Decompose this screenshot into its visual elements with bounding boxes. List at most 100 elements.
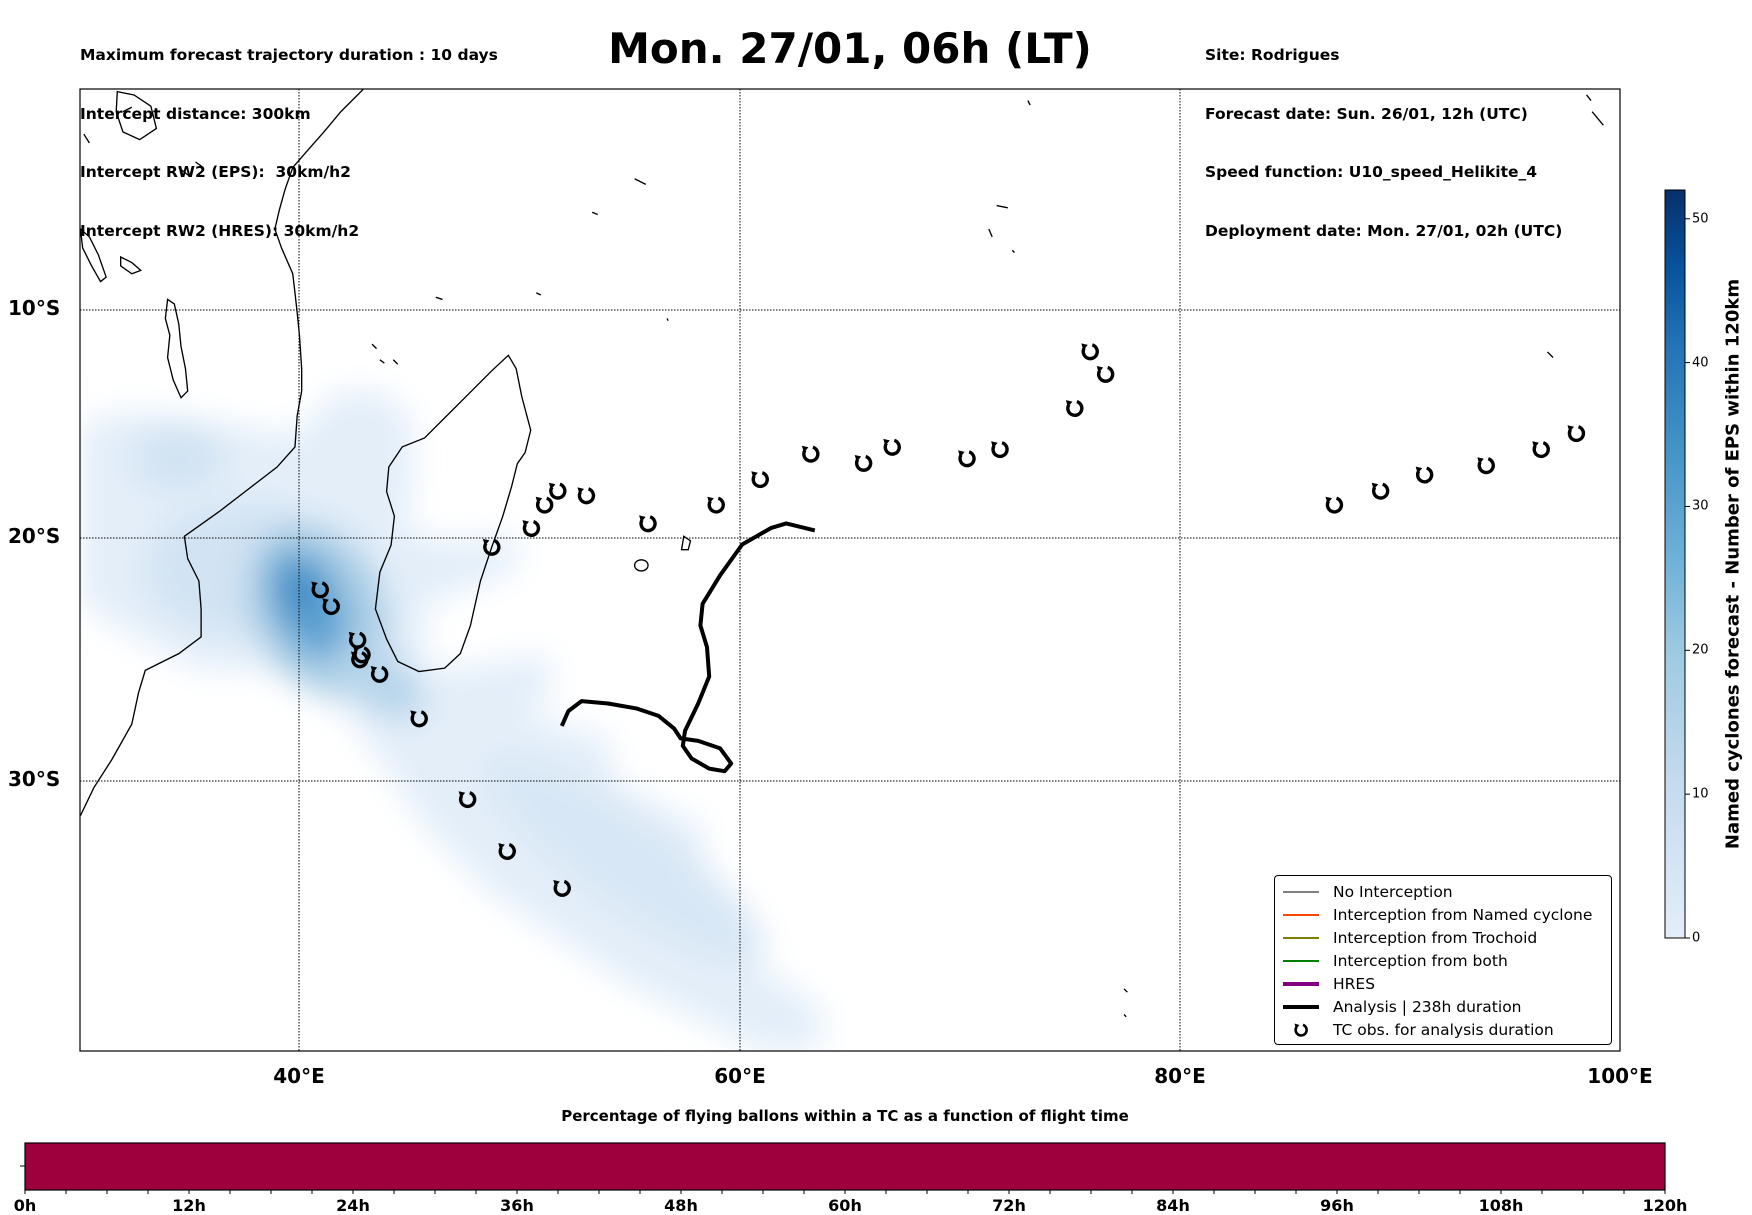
header-left: Maximum forecast trajectory duration : 1… — [80, 7, 498, 261]
legend-line-olive — [1283, 937, 1319, 939]
tc-obs-marker — [801, 445, 820, 463]
tc-obs-marker — [707, 496, 725, 514]
bar-tick-label: 84h — [1156, 1196, 1190, 1215]
tc-obs-marker — [458, 791, 477, 809]
legend-label: Interception from Named cyclone — [1333, 906, 1593, 924]
lat-tick-label: 20°S — [8, 524, 61, 548]
cyclone-symbol-icon — [1283, 1022, 1319, 1038]
tc-obs-marker — [1567, 425, 1586, 443]
lake-victoria — [115, 90, 158, 141]
bar-tick-label: 12h — [172, 1196, 206, 1215]
lon-tick-label: 60°E — [714, 1064, 766, 1088]
legend-entry: Interception from Trochoid — [1283, 927, 1537, 949]
legend-label: Interception from Trochoid — [1333, 929, 1538, 947]
bar-tick-label: 72h — [992, 1196, 1026, 1215]
lat-tick-label: 30°S — [8, 767, 61, 791]
tc-obs-marker — [311, 581, 329, 599]
colorbar-tick-label: 50 — [1692, 211, 1709, 227]
tc-obs-marker — [498, 842, 516, 860]
header-forecast-date: Forecast date: Sun. 26/01, 12h (UTC) — [1205, 104, 1528, 123]
colorbar-tick-label: 40 — [1692, 355, 1709, 371]
colorbar-label: Named cyclones forecast - Number of EPS … — [1722, 278, 1744, 850]
tc-obs-marker — [1532, 441, 1550, 459]
legend-label: Analysis | 238h duration — [1333, 998, 1522, 1016]
legend-line-gray — [1283, 891, 1319, 893]
tc-obs-marker — [854, 454, 873, 472]
lon-tick-label: 100°E — [1587, 1064, 1653, 1088]
tc-obs-marker — [577, 487, 596, 505]
lake-mweru — [119, 255, 143, 275]
mauritius-island — [680, 535, 692, 551]
coastlines — [80, 89, 1604, 1018]
comoros-islands — [371, 343, 399, 365]
tc-obs-marker — [1477, 457, 1495, 475]
reunion-island — [633, 559, 649, 572]
colorbar — [1664, 189, 1686, 939]
bar-tick-label: 48h — [664, 1196, 698, 1215]
legend-label: No Interception — [1333, 883, 1453, 901]
legend-line-orange — [1283, 914, 1319, 916]
lake-malawi — [164, 298, 189, 399]
tc-obs-marker — [1065, 399, 1084, 417]
bar-tick-label: 36h — [500, 1196, 534, 1215]
bar-tick-label: 24h — [336, 1196, 370, 1215]
tc-obs-marker — [1325, 496, 1344, 514]
header-right: Site: Rodrigues Forecast date: Sun. 26/0… — [1205, 7, 1562, 261]
legend-line-green — [1283, 960, 1319, 962]
legend-entry: No Interception — [1283, 881, 1453, 903]
tc-obs-marker — [370, 665, 389, 683]
arabia-fragments — [83, 106, 204, 178]
legend-label: HRES — [1333, 975, 1376, 993]
bar-tick-label: 60h — [828, 1196, 862, 1215]
africa-coast — [80, 89, 364, 816]
legend-entry: Analysis | 238h duration — [1283, 996, 1522, 1018]
tc-obs-marker — [522, 519, 541, 537]
tc-obs-marker — [751, 471, 769, 489]
lake-tanganyika — [80, 227, 107, 283]
header-deployment-date: Deployment date: Mon. 27/01, 02h (UTC) — [1205, 221, 1563, 240]
flight-time-bar — [24, 1142, 1666, 1191]
header-intercept-distance: Intercept distance: 300km — [80, 104, 311, 123]
bar-tick-label: 108h — [1478, 1196, 1524, 1215]
grid-lines — [80, 89, 1620, 1051]
analysis-track-line — [559, 521, 816, 774]
legend-line-purple — [1283, 982, 1319, 986]
tc-obs-marker — [958, 450, 976, 468]
legend-entry: HRES — [1283, 973, 1375, 995]
colorbar-tick-label: 20 — [1692, 642, 1709, 658]
header-duration: Maximum forecast trajectory duration : 1… — [80, 46, 498, 64]
tc-obs-marker — [639, 515, 657, 533]
plot-frame — [79, 88, 1621, 1052]
legend-entry: Interception from both — [1283, 950, 1508, 972]
lon-tick-label: 80°E — [1154, 1064, 1206, 1088]
eps-density-field — [80, 391, 822, 1051]
madagascar-coast — [374, 354, 532, 673]
colorbar-tick-label: 0 — [1692, 930, 1701, 946]
header-speed-function: Speed function: U10_speed_Helikite_4 — [1205, 163, 1538, 181]
tc-obs-marker — [883, 438, 901, 456]
lon-tick-label: 40°E — [273, 1064, 325, 1088]
legend-entry: Interception from Named cyclone — [1283, 904, 1592, 926]
tc-obs-marker — [348, 631, 367, 649]
tc-obs-marker — [535, 496, 554, 514]
legend-label: Interception from both — [1333, 952, 1508, 970]
legend-line-black — [1283, 1005, 1319, 1009]
small-islands — [435, 94, 1604, 1018]
tc-obs-marker — [1096, 365, 1115, 383]
header-site: Site: Rodrigues — [1205, 46, 1340, 64]
colorbar-tick-label: 10 — [1692, 786, 1709, 802]
tc-obs-marker — [548, 482, 567, 500]
legend: No Interception Interception from Named … — [1274, 875, 1612, 1045]
tc-obs-marker — [991, 441, 1009, 459]
bar-tick-label: 0h — [13, 1196, 37, 1215]
header-intercept-hres: Intercept RW2 (HRES): 30km/h2 — [80, 221, 360, 240]
header-intercept-eps: Intercept RW2 (EPS): 30km/h2 — [80, 163, 351, 181]
tc-obs-marker — [1415, 466, 1434, 484]
bar-ticks — [24, 1190, 1666, 1194]
legend-entry: TC obs. for analysis duration — [1283, 1019, 1554, 1041]
colorbar-ticks — [1685, 218, 1690, 939]
tc-obs-marker — [482, 538, 501, 556]
tc-obs-marker — [1081, 343, 1099, 361]
bar-tick-label: 96h — [1320, 1196, 1354, 1215]
